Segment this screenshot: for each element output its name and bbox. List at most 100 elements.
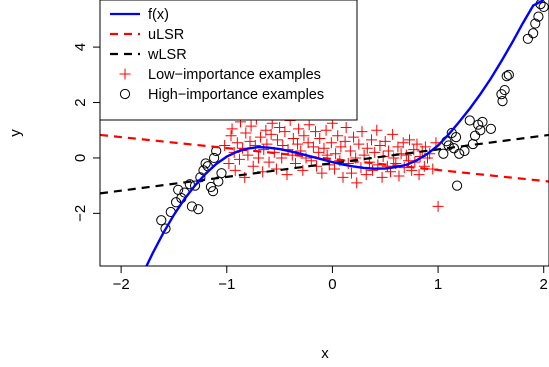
legend-entry: wLSR xyxy=(110,47,187,63)
low-importance-point xyxy=(271,134,283,146)
high-importance-point xyxy=(207,186,219,197)
legend-swatch-plus xyxy=(119,68,131,80)
low-importance-point xyxy=(367,164,379,176)
low-importance-point xyxy=(223,157,235,169)
low-importance-point xyxy=(330,148,342,160)
high-importance-point xyxy=(195,172,206,183)
low-importance-point xyxy=(255,131,267,143)
low-importance-point xyxy=(387,128,399,140)
low-importance-point xyxy=(270,163,282,175)
high-importance-point xyxy=(475,125,486,136)
low-importance-point xyxy=(249,139,261,151)
high-importance-point xyxy=(189,180,201,191)
high-importance-point xyxy=(530,18,541,29)
low-importance-point xyxy=(360,169,372,181)
low-importance-point xyxy=(408,144,420,156)
legend-label: Low−importance examples xyxy=(148,67,321,83)
low-importance-point xyxy=(361,142,373,154)
low-importance-point xyxy=(332,130,344,142)
low-importance-point xyxy=(382,145,394,157)
high-importance-point xyxy=(464,115,475,126)
low-importance-point xyxy=(366,134,378,146)
high-importance-point xyxy=(200,158,211,169)
low-importance-point xyxy=(371,124,383,136)
low-importance-point xyxy=(307,141,319,153)
x-tick-label: −1 xyxy=(218,276,235,293)
low-importance-point xyxy=(411,138,423,150)
high-importance-point xyxy=(450,132,462,143)
low-importance-point xyxy=(342,157,354,169)
low-importance-point xyxy=(310,126,322,138)
high-importance-point xyxy=(186,201,198,212)
low-importance-point xyxy=(404,134,416,146)
low-importance-point xyxy=(345,167,357,179)
high-importance-point xyxy=(454,148,465,159)
low-importance-point xyxy=(297,164,309,176)
low-importance-point xyxy=(233,153,245,165)
low-importance-point xyxy=(225,130,237,142)
low-importance-point xyxy=(340,121,352,133)
y-tick-label: 2 xyxy=(72,98,89,106)
low-importance-point xyxy=(325,137,337,149)
low-importance-point xyxy=(413,169,425,181)
low-importance-point xyxy=(252,152,264,164)
low-importance-point xyxy=(281,169,293,181)
legend-entry: Low−importance examples xyxy=(119,67,321,83)
low-importance-point xyxy=(287,133,299,145)
low-importance-point xyxy=(353,138,365,150)
low-importance-point xyxy=(318,142,330,154)
legend-entry: uLSR xyxy=(110,27,184,43)
low-importance-point xyxy=(231,137,243,149)
high-importance-point xyxy=(216,168,227,179)
low-importance-point xyxy=(344,145,356,157)
low-importance-point xyxy=(335,141,347,153)
low-importance-point xyxy=(219,139,231,151)
legend-entry: f(x) xyxy=(110,7,169,23)
high-importance-point xyxy=(503,69,514,80)
x-axis-label: x xyxy=(321,345,329,362)
high-importance-point xyxy=(184,179,195,190)
low-importance-point xyxy=(351,177,363,189)
low-importance-point xyxy=(265,128,277,140)
legend: f(x) uLSR wLSR Low−importance examples High−… xyxy=(99,0,358,121)
plot-frame xyxy=(99,0,549,267)
low-importance-point xyxy=(279,126,291,138)
low-importance-point xyxy=(314,133,326,145)
low-importance-point xyxy=(229,164,241,176)
low-importance-point xyxy=(320,124,332,136)
low-importance-point xyxy=(329,163,341,175)
x-tick-label: 2 xyxy=(540,276,548,293)
axes: −2 −1 0 1 2 −2 0 2 4 xyxy=(72,0,549,293)
ulsr-line xyxy=(100,133,549,183)
low-importance-point xyxy=(337,171,349,183)
low-importance-point xyxy=(393,170,405,182)
y-tick-label: 0 xyxy=(72,154,89,162)
high-importance-point xyxy=(443,140,454,151)
high-importance-point xyxy=(528,28,539,39)
high-importance-point xyxy=(156,215,167,226)
low-importance-point xyxy=(240,127,252,139)
legend-label: High−importance examples xyxy=(148,87,324,103)
wlsr-line xyxy=(100,133,549,195)
low-importance-point xyxy=(247,160,259,172)
low-importance-point xyxy=(263,156,275,168)
low-importance-point xyxy=(379,135,391,147)
y-axis-label: y xyxy=(7,129,24,137)
legend-entry: High−importance examples xyxy=(119,87,324,103)
high-importance-point xyxy=(497,96,508,107)
low-importance-point xyxy=(242,149,254,161)
high-importance-point xyxy=(160,223,171,234)
legend-label: wLSR xyxy=(147,47,187,63)
high-importance-point xyxy=(538,1,549,13)
low-importance-point xyxy=(400,149,412,161)
high-importance-point xyxy=(438,148,449,159)
x-tick-label: −2 xyxy=(113,276,130,293)
low-importance-point xyxy=(316,167,328,179)
low-importance-point xyxy=(226,123,238,135)
high-importance-point xyxy=(451,180,463,191)
x-tick-label: 1 xyxy=(434,276,442,293)
high-importance-point xyxy=(499,84,510,96)
low-importance-point xyxy=(381,160,393,172)
high-importance-point xyxy=(485,123,496,134)
low-importance-point xyxy=(298,130,310,142)
